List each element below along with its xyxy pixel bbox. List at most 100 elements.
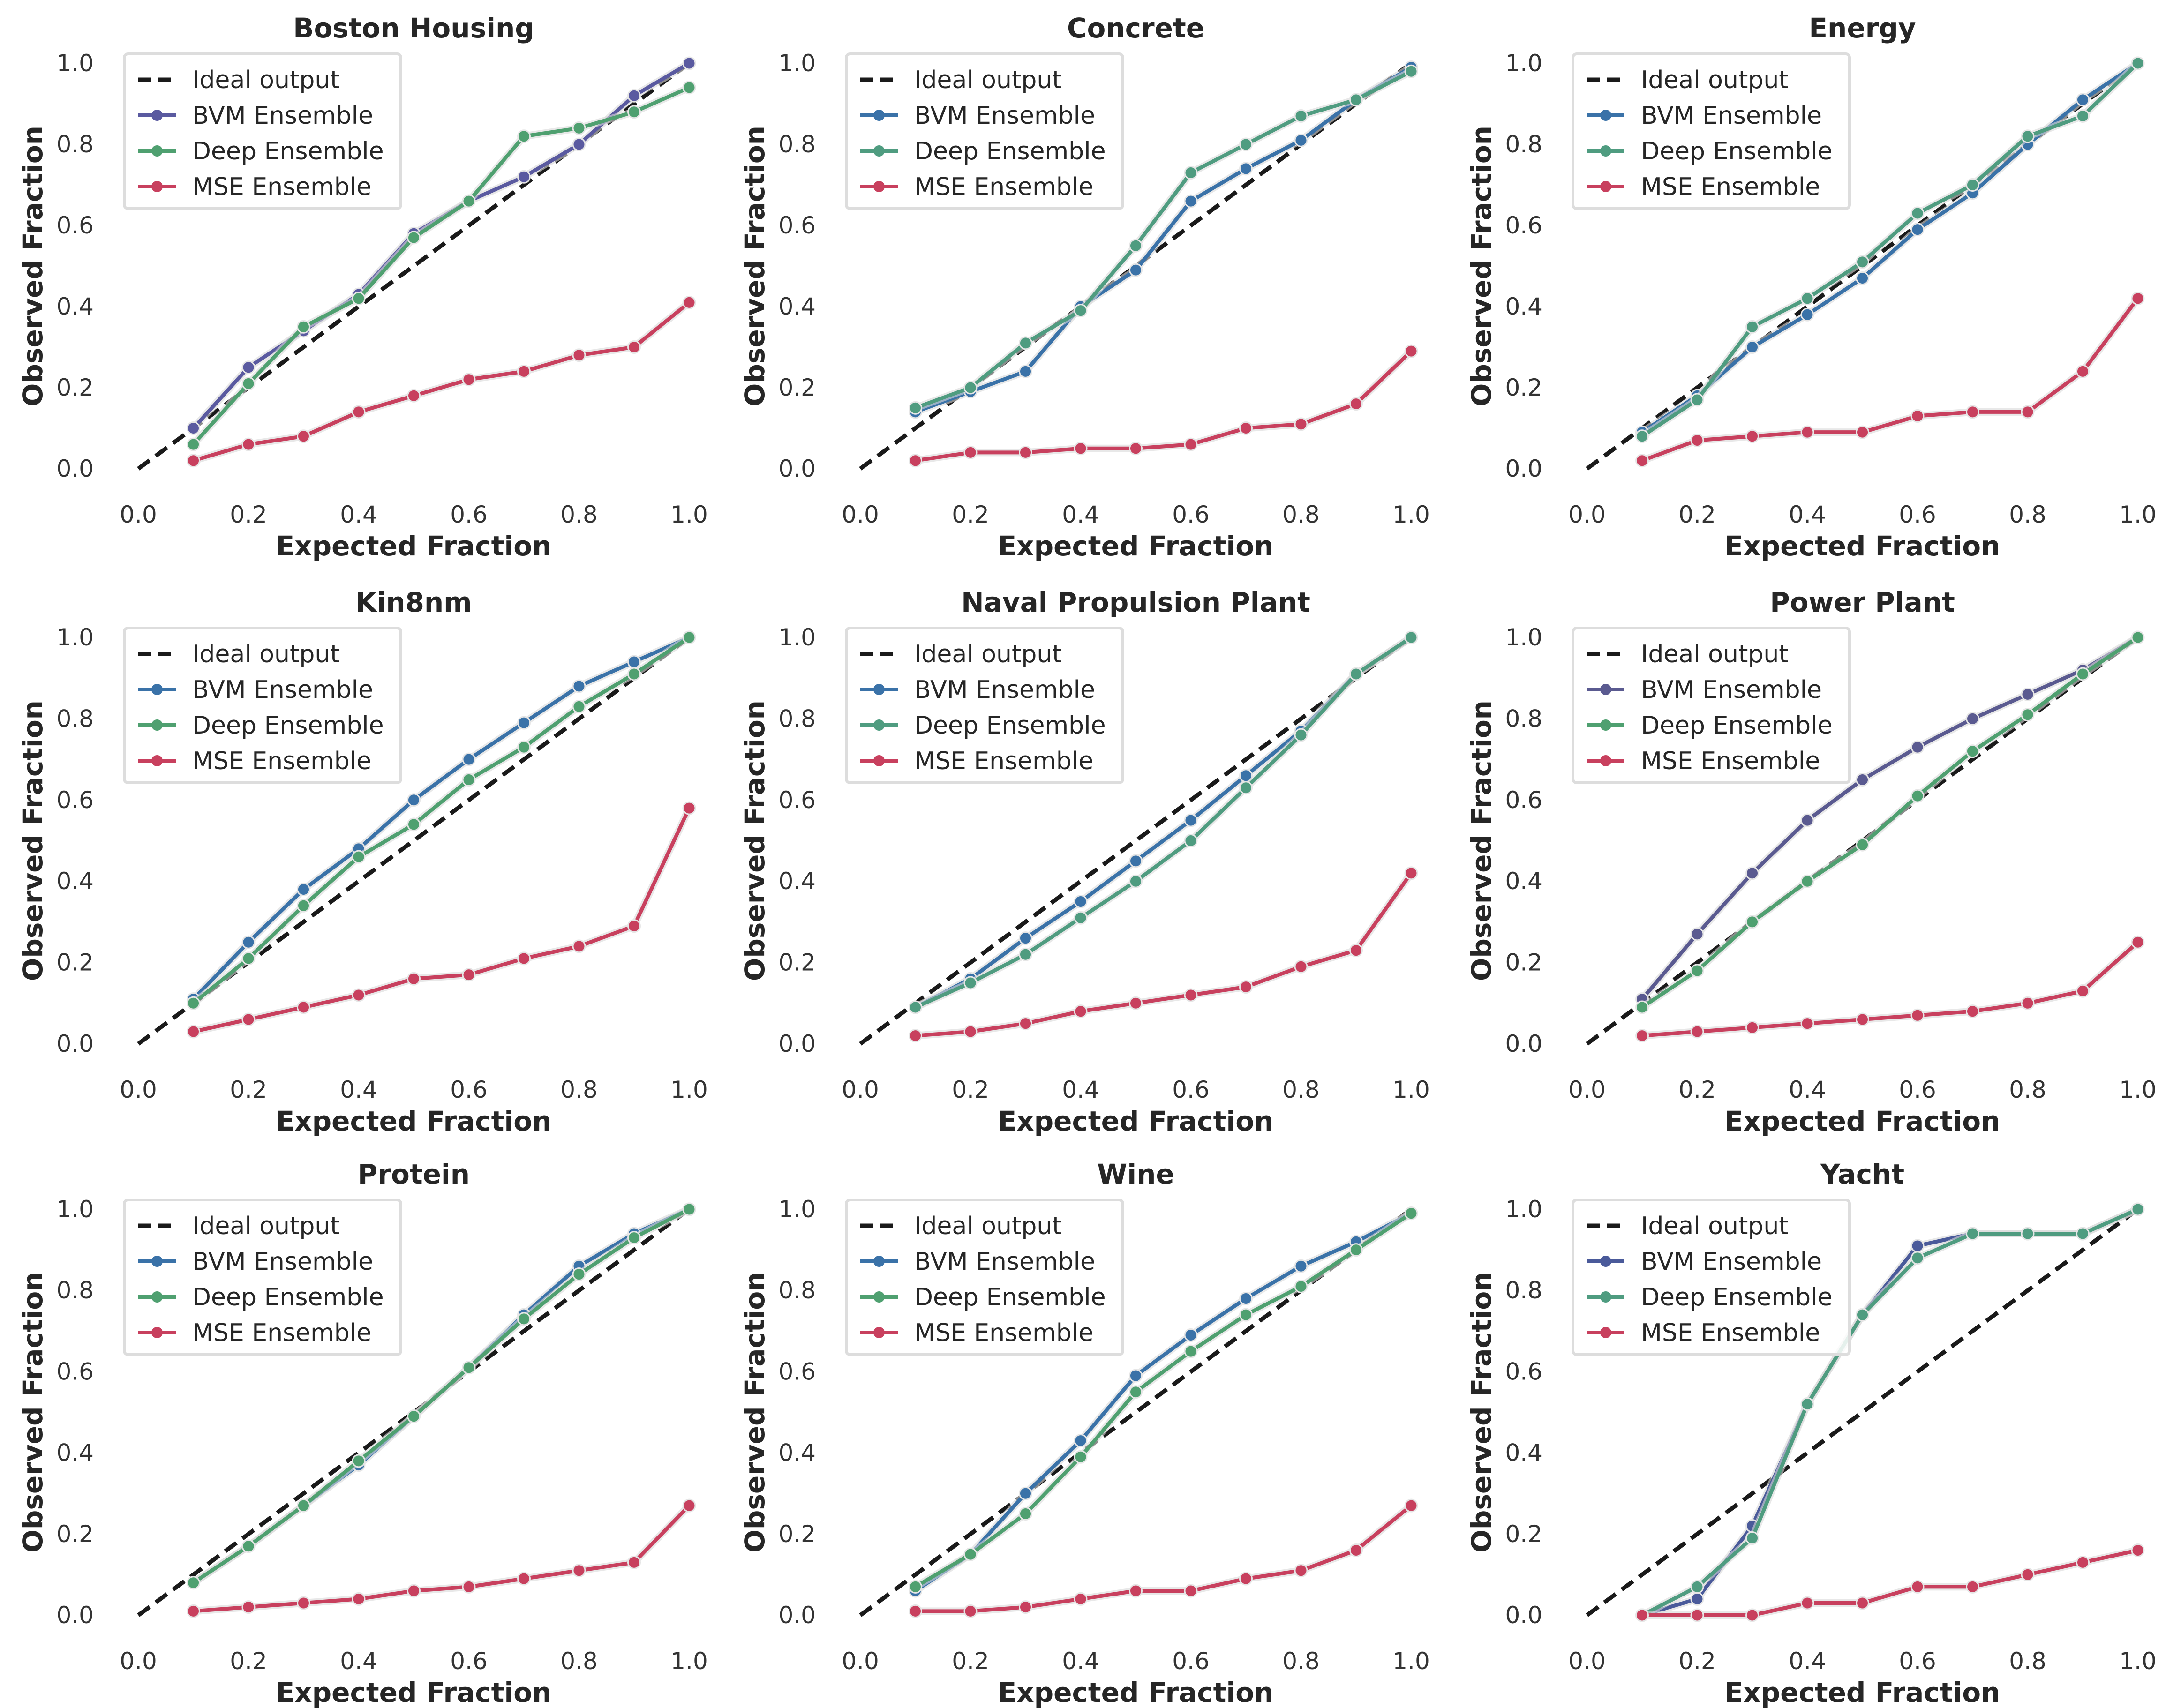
x-tick-label: 1.0 bbox=[2119, 1648, 2157, 1675]
data-point bbox=[572, 1267, 586, 1281]
data-point bbox=[1129, 1385, 1143, 1399]
subplot-title: Naval Propulsion Plant bbox=[961, 586, 1310, 618]
data-point bbox=[2131, 935, 2145, 949]
data-point bbox=[241, 376, 256, 390]
y-tick-label: 0.2 bbox=[1505, 949, 1542, 976]
data-point bbox=[2076, 93, 2090, 107]
data-point bbox=[1635, 454, 1649, 468]
x-tick-label: 0.4 bbox=[1789, 1648, 1826, 1675]
data-point bbox=[1019, 336, 1032, 350]
data-point bbox=[682, 630, 696, 644]
legend-box bbox=[845, 52, 1124, 210]
data-point bbox=[963, 976, 978, 990]
x-tick-label: 1.0 bbox=[1392, 501, 1430, 528]
data-point bbox=[963, 381, 978, 395]
data-point bbox=[187, 996, 200, 1010]
data-point bbox=[1129, 996, 1143, 1010]
y-axis-label: Observed Fraction bbox=[17, 1272, 49, 1553]
legend-marker bbox=[873, 1327, 885, 1338]
data-point bbox=[462, 373, 476, 387]
data-point bbox=[2021, 129, 2035, 143]
series-line-mse-ensemble bbox=[915, 1504, 1413, 1613]
x-tick-label: 0.6 bbox=[1172, 501, 1210, 528]
legend-box bbox=[845, 627, 1124, 784]
subplot-title: Kin8nm bbox=[355, 586, 472, 618]
legend-label: BVM Ensemble bbox=[1641, 1248, 1822, 1276]
legend-marker bbox=[1600, 1291, 1611, 1303]
data-point bbox=[1019, 1017, 1032, 1031]
x-tick-label: 0.6 bbox=[450, 1076, 488, 1103]
x-tick-label: 0.6 bbox=[1899, 1648, 1936, 1675]
data-point bbox=[1019, 1507, 1032, 1521]
legend: Ideal output BVM Ensemble Deep Ensemble MSE… bbox=[123, 1199, 402, 1356]
y-tick-label: 0.4 bbox=[56, 1439, 94, 1467]
x-tick-label: 0.4 bbox=[1789, 501, 1826, 528]
data-point bbox=[1404, 344, 1418, 358]
data-point bbox=[517, 1572, 531, 1586]
subplot-title: Power Plant bbox=[1770, 586, 1955, 618]
data-point bbox=[352, 988, 366, 1002]
x-tick-label: 1.0 bbox=[2119, 501, 2157, 528]
series-line-mse-ensemble bbox=[193, 807, 691, 1034]
subplot-6: Power Plant Expected Fraction Observed Fra… bbox=[1466, 586, 2157, 1137]
y-tick-label: 1.0 bbox=[56, 1196, 94, 1223]
legend-label: MSE Ensemble bbox=[1641, 747, 1820, 775]
data-point bbox=[1745, 1608, 1759, 1622]
data-point bbox=[2131, 630, 2145, 644]
legend-label: BVM Ensemble bbox=[914, 102, 1095, 130]
y-tick-label: 0.0 bbox=[778, 455, 816, 482]
y-tick-label: 0.0 bbox=[56, 1030, 94, 1057]
y-tick-label: 0.6 bbox=[778, 1358, 816, 1385]
data-point bbox=[1184, 437, 1198, 451]
legend-label: MSE Ensemble bbox=[1641, 1319, 1820, 1347]
data-point bbox=[1019, 1486, 1032, 1500]
legend-marker bbox=[151, 684, 163, 695]
x-tick-label: 1.0 bbox=[1392, 1648, 1430, 1675]
data-point bbox=[1856, 1308, 1869, 1322]
data-point bbox=[2131, 292, 2145, 306]
data-point bbox=[1019, 1600, 1032, 1614]
y-tick-label: 0.0 bbox=[778, 1602, 816, 1629]
x-tick-label: 0.6 bbox=[1899, 1076, 1936, 1103]
data-point bbox=[627, 655, 641, 669]
data-point bbox=[187, 1576, 200, 1590]
x-tick-label: 0.6 bbox=[1172, 1648, 1210, 1675]
data-point bbox=[1635, 1000, 1649, 1014]
data-point bbox=[1294, 1564, 1308, 1578]
data-point bbox=[1129, 1584, 1143, 1598]
legend-label: BVM Ensemble bbox=[1641, 676, 1822, 704]
data-point bbox=[909, 454, 922, 468]
data-point bbox=[297, 883, 310, 897]
data-point bbox=[2021, 708, 2035, 722]
data-point bbox=[352, 405, 366, 419]
data-point bbox=[1239, 1308, 1253, 1322]
data-point bbox=[1239, 980, 1253, 994]
data-point bbox=[963, 1604, 978, 1618]
data-point bbox=[187, 437, 200, 451]
data-point bbox=[909, 401, 922, 415]
subplot-5: Naval Propulsion Plant Expected Fraction O… bbox=[739, 586, 1430, 1137]
data-point bbox=[1800, 1596, 1814, 1610]
data-point bbox=[241, 360, 256, 375]
x-tick-label: 0.4 bbox=[340, 1648, 377, 1675]
data-point bbox=[1690, 1592, 1704, 1606]
data-point bbox=[1404, 630, 1418, 644]
y-axis-label: Observed Fraction bbox=[739, 1272, 771, 1553]
data-point bbox=[1910, 1008, 1925, 1022]
x-tick-label: 0.6 bbox=[450, 501, 488, 528]
data-point bbox=[1966, 405, 1979, 419]
legend-marker bbox=[873, 719, 885, 731]
legend-label: MSE Ensemble bbox=[914, 747, 1093, 775]
series-halo bbox=[1642, 1546, 2139, 1619]
y-axis-label: Observed Fraction bbox=[17, 700, 49, 981]
subplot-title: Protein bbox=[358, 1158, 470, 1190]
x-tick-label: 0.8 bbox=[1282, 1648, 1320, 1675]
x-tick-label: 0.8 bbox=[2009, 501, 2046, 528]
legend-marker bbox=[1600, 684, 1611, 695]
data-point bbox=[1239, 162, 1253, 176]
data-point bbox=[1239, 1572, 1253, 1586]
y-tick-label: 0.6 bbox=[1505, 1358, 1542, 1385]
subplot-9: Yacht Expected Fraction Observed Fraction 0… bbox=[1466, 1158, 2157, 1708]
series-line-deep-ensemble bbox=[192, 86, 690, 446]
legend: Ideal output BVM Ensemble Deep Ensemble MSE… bbox=[123, 627, 402, 784]
